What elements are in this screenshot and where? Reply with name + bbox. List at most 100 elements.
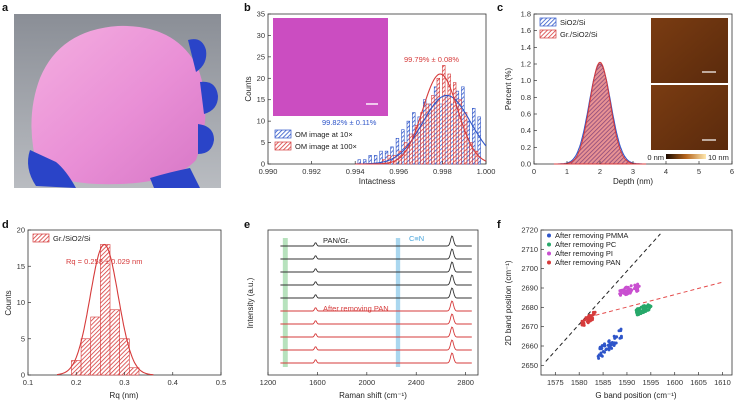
d-xtick-label: 0.4	[168, 378, 178, 387]
om-image-inset	[273, 18, 388, 116]
axes-frame-f	[540, 229, 733, 376]
afm-images: 0 nm 10 nm	[647, 18, 729, 162]
legend-swatch-gr	[539, 29, 557, 39]
histogram-bar	[442, 65, 446, 165]
raman-spectrum	[280, 261, 472, 273]
c-xtick-label: 3	[631, 167, 635, 176]
scatter-points	[580, 282, 653, 360]
c-ytick-label: 1.2	[521, 60, 531, 69]
f-ytick-label: 2680	[521, 303, 538, 312]
x-axis-label-e: Raman shift (cm⁻¹)	[339, 391, 407, 400]
d-ytick-label: 15	[17, 262, 25, 271]
panel-a: a	[2, 2, 221, 188]
scatter-point	[629, 290, 633, 294]
afm-image-top	[651, 18, 728, 83]
scatter-point	[599, 347, 603, 351]
c-ytick-label: 0.0	[521, 160, 531, 169]
scatter-point	[585, 319, 589, 323]
c-xtick-label: 0	[532, 167, 536, 176]
b-xtick-label: 0.994	[346, 167, 365, 176]
scatter-point	[644, 309, 648, 313]
histogram-bar	[109, 309, 120, 376]
scatter-point	[607, 339, 611, 343]
scatter-point	[641, 304, 645, 308]
b-ytick-label: 15	[257, 95, 265, 104]
annotation-rq: Rq = 0.258 ± 0.029 nm	[66, 257, 142, 266]
b-xtick-label: 1.000	[477, 167, 496, 176]
c-ytick-label: 0.4	[521, 126, 531, 135]
raman-spectrum	[280, 287, 472, 299]
axes-frame-e	[267, 229, 479, 376]
highlight-band	[395, 238, 401, 367]
histogram-bar	[368, 155, 372, 165]
b-xtick-label: 0.998	[433, 167, 452, 176]
axis-ticks-b: 0.990 0.992 0.994 0.996 0.998 1.000 0 5 10 15 20 25…	[257, 10, 496, 177]
axis-ticks-c: 0 1 2 3 4 5 6 0.0 0.2 0.4 0.6 0.8 1.0 1.2 1.4 1.6 1.8	[521, 10, 735, 177]
f-ytick-label: 2650	[521, 361, 538, 370]
legend-swatch-100x	[274, 141, 292, 151]
c-ytick-label: 1.8	[521, 10, 531, 19]
scatter-point	[626, 285, 630, 289]
b-xtick-label: 0.992	[302, 167, 321, 176]
label-cn-band: C≡N	[409, 234, 424, 243]
e-xtick-label: 2800	[457, 378, 474, 387]
legend-label: After removing PI	[555, 249, 613, 258]
fit-curves-b	[355, 73, 487, 165]
raman-spectra	[280, 235, 472, 364]
f-xtick-label: 1595	[642, 378, 659, 387]
annotation-100x: 99.79% ± 0.08%	[404, 55, 459, 64]
scatter-point	[591, 313, 595, 317]
histogram-bar	[428, 103, 432, 165]
c-xtick-label: 6	[730, 167, 734, 176]
scatter-point	[597, 356, 601, 360]
d-ytick-label: 20	[17, 226, 25, 235]
axis-ticks-e: 1200 1600 2000 2400 2800	[260, 372, 474, 387]
colorbar	[666, 154, 706, 159]
colorbar-min: 0 nm	[647, 153, 664, 162]
wafer-photo	[14, 14, 221, 188]
legend-label-d: Gr./SiO2/Si	[53, 234, 91, 243]
histogram-bar	[129, 367, 140, 376]
x-axis-label-f: G band position (cm⁻¹)	[595, 391, 676, 400]
y-axis-label-e: Intensity (a.u.)	[246, 277, 255, 328]
d-ytick-label: 5	[21, 334, 25, 343]
trend-line	[545, 233, 661, 362]
histogram-bar	[450, 103, 454, 165]
panel-b: b 0.990 0.992 0.994 0.996 0.998 1.000 0 5 10 15 20…	[244, 2, 495, 186]
raman-spectrum	[280, 313, 472, 325]
histogram-bars-d	[71, 244, 140, 376]
legend-marker	[547, 233, 551, 238]
scatter-point	[599, 351, 603, 355]
d-ytick-label: 0	[21, 371, 25, 380]
e-xtick-label: 1600	[309, 378, 326, 387]
highlight-bands	[282, 238, 401, 367]
b-ytick-label: 10	[257, 117, 265, 126]
c-xtick-label: 4	[664, 167, 668, 176]
panel-label-b: b	[244, 2, 251, 14]
f-xtick-label: 1585	[595, 378, 612, 387]
d-ytick-label: 10	[17, 298, 25, 307]
b-ytick-label: 25	[257, 52, 265, 61]
legend-marker	[547, 251, 551, 256]
d-xtick-label: 0.5	[216, 378, 226, 387]
raman-spectrum	[280, 274, 472, 286]
histogram-bar	[463, 112, 468, 165]
histogram-bar	[469, 142, 473, 165]
annotation-10x: 99.82% ± 0.11%	[322, 118, 377, 127]
scatter-point	[622, 289, 626, 293]
legend-swatch-10x	[274, 129, 292, 139]
f-ytick-label: 2690	[521, 284, 538, 293]
f-xtick-label: 1610	[714, 378, 731, 387]
axis-ticks-f: 1575 1580 1585 1590 1595 1600 1605 1610 2650 2660…	[521, 226, 730, 388]
x-axis-label-b: Intactness	[359, 177, 395, 186]
histogram-bar	[477, 116, 481, 165]
e-xtick-label: 2400	[408, 378, 425, 387]
gaussian-fit	[355, 94, 487, 165]
trend-lines	[545, 233, 723, 362]
c-ytick-label: 1.4	[521, 43, 531, 52]
panel-label-a: a	[2, 2, 9, 14]
scatter-point	[618, 292, 622, 296]
scatter-point	[586, 316, 590, 320]
y-axis-label-b: Counts	[244, 76, 253, 101]
